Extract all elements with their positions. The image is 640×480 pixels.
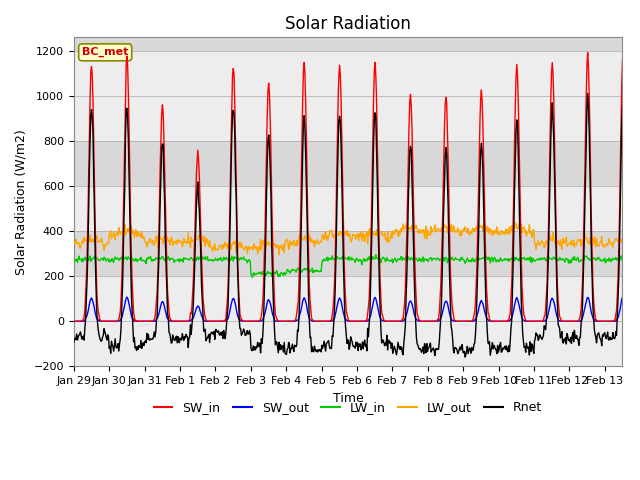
Bar — [74, 186, 623, 231]
Text: BC_met: BC_met — [82, 47, 129, 58]
Title: Solar Radiation: Solar Radiation — [285, 15, 411, 33]
Bar — [74, 96, 623, 141]
Legend: SW_in, SW_out, LW_in, LW_out, Rnet: SW_in, SW_out, LW_in, LW_out, Rnet — [148, 396, 547, 420]
Y-axis label: Solar Radiation (W/m2): Solar Radiation (W/m2) — [15, 129, 28, 275]
Bar — [74, 321, 623, 366]
Bar — [74, 51, 623, 96]
Bar — [74, 276, 623, 321]
X-axis label: Time: Time — [333, 392, 364, 405]
